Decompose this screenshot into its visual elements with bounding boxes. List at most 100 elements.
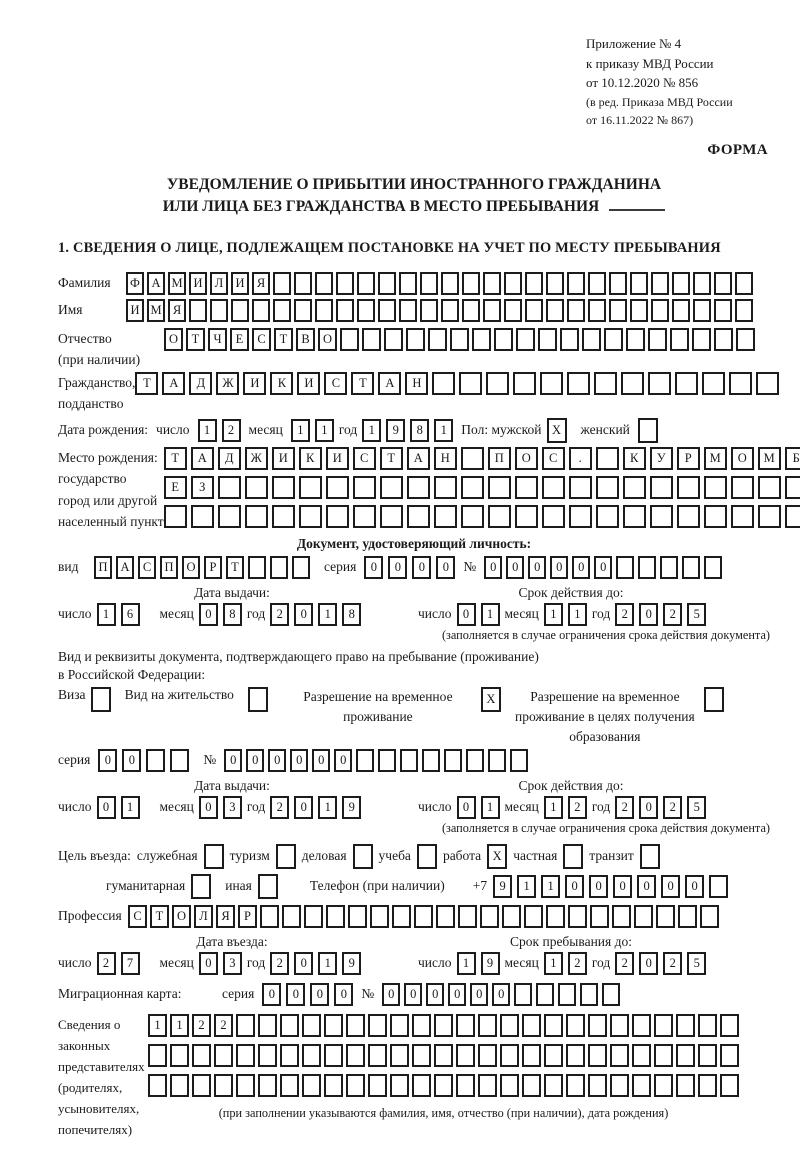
form-cell[interactable]: [170, 748, 190, 772]
form-cell[interactable]: [336, 298, 354, 322]
form-cell[interactable]: [247, 686, 268, 712]
form-cell[interactable]: [682, 555, 701, 579]
form-cell[interactable]: 0: [294, 951, 314, 975]
form-cell[interactable]: 1: [318, 795, 338, 819]
form-cell[interactable]: [510, 748, 529, 772]
form-cell[interactable]: [616, 555, 635, 579]
form-cell[interactable]: [538, 327, 557, 351]
form-cell[interactable]: С: [324, 371, 348, 395]
form-cell[interactable]: 1: [170, 1013, 189, 1037]
form-cell[interactable]: [544, 1073, 563, 1097]
form-cell[interactable]: [544, 1043, 563, 1067]
form-cell[interactable]: 0: [96, 795, 116, 819]
form-cell[interactable]: А: [116, 555, 134, 579]
form-cell[interactable]: 0: [661, 874, 681, 898]
form-cell[interactable]: [676, 1073, 695, 1097]
form-cell[interactable]: [566, 1073, 585, 1097]
form-cell[interactable]: [525, 298, 543, 322]
form-cell[interactable]: [340, 327, 359, 351]
form-cell[interactable]: [756, 371, 780, 395]
form-cell[interactable]: 0: [310, 982, 330, 1006]
form-cell[interactable]: К: [622, 446, 646, 470]
form-cell[interactable]: [384, 327, 403, 351]
form-cell[interactable]: [693, 271, 711, 295]
form-cell[interactable]: [191, 873, 212, 899]
form-cell[interactable]: 2: [214, 1013, 233, 1037]
form-cell[interactable]: 1: [480, 795, 500, 819]
form-cell[interactable]: 0: [589, 874, 609, 898]
form-cell[interactable]: Б: [784, 446, 800, 470]
form-cell[interactable]: 1: [541, 874, 561, 898]
form-cell[interactable]: А: [190, 446, 214, 470]
form-cell[interactable]: [324, 1073, 343, 1097]
form-cell[interactable]: [610, 1073, 629, 1097]
form-cell[interactable]: 0: [268, 748, 287, 772]
form-cell[interactable]: [522, 1073, 541, 1097]
form-cell[interactable]: 2: [663, 602, 683, 626]
form-cell[interactable]: Р: [238, 904, 257, 928]
form-cell[interactable]: [368, 1043, 387, 1067]
form-cell[interactable]: [558, 982, 577, 1006]
form-cell[interactable]: И: [325, 446, 349, 470]
form-cell[interactable]: [434, 1043, 453, 1067]
form-cell[interactable]: [563, 843, 584, 869]
form-cell[interactable]: [441, 271, 459, 295]
form-cell[interactable]: [698, 1073, 717, 1097]
form-cell[interactable]: П: [160, 555, 178, 579]
form-cell[interactable]: [456, 1013, 475, 1037]
form-cell[interactable]: [604, 327, 623, 351]
form-cell[interactable]: [378, 298, 396, 322]
form-cell[interactable]: У: [649, 446, 673, 470]
form-cell[interactable]: [546, 904, 565, 928]
form-cell[interactable]: [494, 327, 513, 351]
form-cell[interactable]: [524, 904, 543, 928]
form-cell[interactable]: [148, 1073, 167, 1097]
form-cell[interactable]: М: [703, 446, 727, 470]
form-cell[interactable]: А: [147, 271, 165, 295]
form-cell[interactable]: [568, 475, 592, 499]
form-cell[interactable]: [698, 1043, 717, 1067]
form-cell[interactable]: [693, 298, 711, 322]
form-cell[interactable]: [456, 1043, 475, 1067]
form-cell[interactable]: 0: [382, 982, 401, 1006]
form-cell[interactable]: 1: [120, 795, 140, 819]
form-cell[interactable]: [622, 475, 646, 499]
form-cell[interactable]: Т: [150, 904, 169, 928]
form-cell[interactable]: О: [318, 327, 337, 351]
form-cell[interactable]: [420, 271, 438, 295]
form-cell[interactable]: 2: [270, 795, 290, 819]
form-cell[interactable]: [192, 1043, 211, 1067]
form-cell[interactable]: 1: [96, 602, 116, 626]
form-cell[interactable]: [580, 982, 599, 1006]
form-cell[interactable]: [522, 1013, 541, 1037]
form-cell[interactable]: X: [487, 843, 508, 869]
form-cell[interactable]: 1: [318, 602, 338, 626]
form-cell[interactable]: [352, 475, 376, 499]
form-cell[interactable]: [214, 1043, 233, 1067]
form-cell[interactable]: [720, 1073, 739, 1097]
form-cell[interactable]: [412, 1073, 431, 1097]
form-cell[interactable]: [676, 475, 700, 499]
form-cell[interactable]: [420, 298, 438, 322]
form-cell[interactable]: [298, 475, 322, 499]
form-cell[interactable]: [735, 271, 753, 295]
form-cell[interactable]: [588, 1073, 607, 1097]
form-cell[interactable]: [434, 1073, 453, 1097]
form-cell[interactable]: 0: [594, 555, 613, 579]
form-cell[interactable]: [602, 982, 621, 1006]
form-cell[interactable]: [714, 298, 732, 322]
form-cell[interactable]: [588, 1013, 607, 1037]
form-cell[interactable]: [433, 504, 457, 528]
form-cell[interactable]: [304, 904, 323, 928]
form-cell[interactable]: [736, 327, 755, 351]
form-cell[interactable]: [672, 298, 690, 322]
form-cell[interactable]: [368, 1013, 387, 1037]
form-cell[interactable]: [546, 271, 564, 295]
form-cell[interactable]: [406, 504, 430, 528]
form-cell[interactable]: [757, 475, 781, 499]
form-cell[interactable]: [90, 686, 111, 712]
form-cell[interactable]: [416, 843, 437, 869]
form-cell[interactable]: Т: [226, 555, 244, 579]
form-cell[interactable]: [412, 1043, 431, 1067]
form-cell[interactable]: Т: [351, 371, 375, 395]
